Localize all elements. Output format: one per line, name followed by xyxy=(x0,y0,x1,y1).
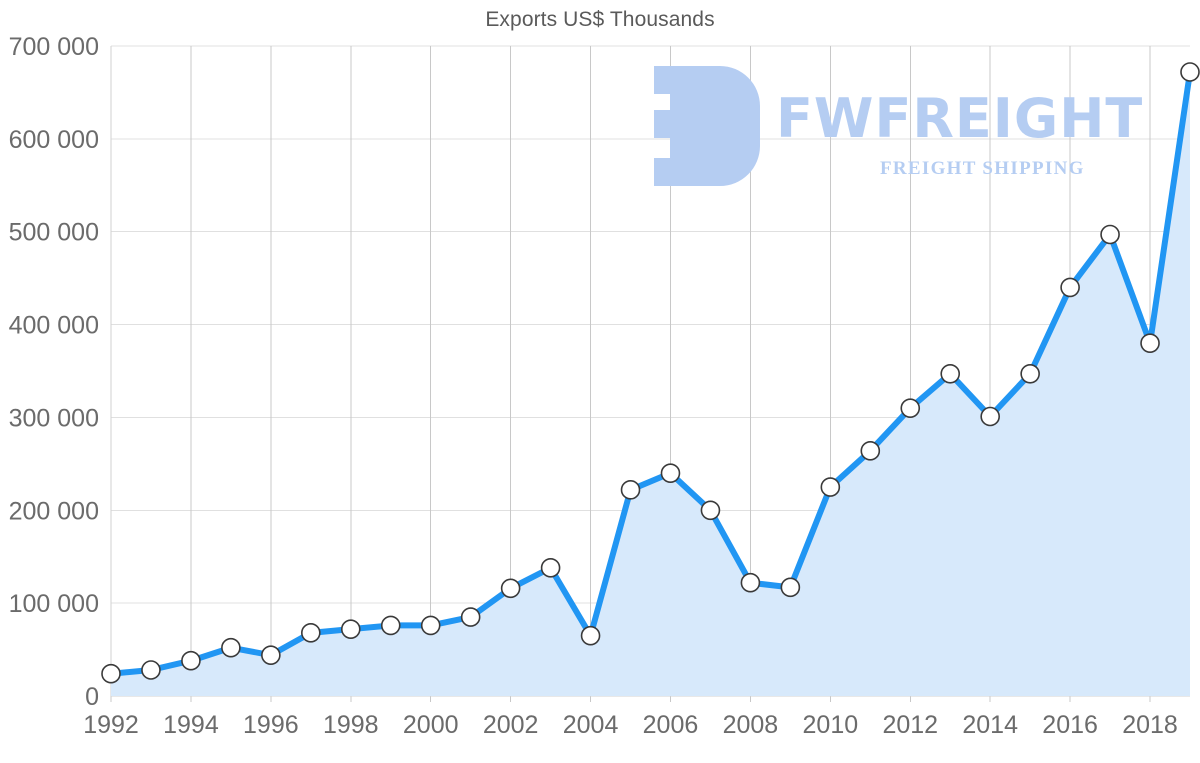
y-axis-tick-label: 600 000 xyxy=(9,126,99,154)
data-point xyxy=(340,619,361,639)
data-point xyxy=(1100,224,1120,245)
x-axis-tick-label: 2014 xyxy=(962,711,1018,739)
y-axis-tick-label: 0 xyxy=(85,683,99,711)
chart-title: Exports US$ Thousands xyxy=(485,8,715,31)
data-point xyxy=(860,441,881,461)
data-point xyxy=(101,663,121,684)
data-point xyxy=(780,577,801,598)
x-axis-tick-label: 2012 xyxy=(882,711,938,739)
x-axis-tick-label: 1992 xyxy=(83,711,139,739)
data-point xyxy=(420,615,441,636)
data-point xyxy=(1140,333,1160,353)
data-point xyxy=(141,660,161,680)
data-point xyxy=(940,363,961,384)
x-axis-tick-label: 2006 xyxy=(643,711,699,739)
x-axis-tick-label: 2010 xyxy=(803,711,859,739)
x-axis-tick-label: 2002 xyxy=(483,711,539,739)
x-axis-tick-label: 2000 xyxy=(403,711,459,739)
data-point xyxy=(1180,62,1200,82)
x-axis-tick-label: 2008 xyxy=(723,711,779,739)
y-axis-tick-label: 400 000 xyxy=(9,312,99,340)
data-point xyxy=(980,406,1000,427)
series-area-fill xyxy=(111,72,1190,696)
data-point xyxy=(380,615,401,636)
data-point xyxy=(620,480,641,500)
x-axis-tick-label: 2004 xyxy=(563,711,619,739)
series-markers xyxy=(101,62,1200,684)
data-point xyxy=(301,623,321,643)
data-point xyxy=(1060,277,1080,298)
data-point xyxy=(500,578,521,599)
y-axis-tick-label: 100 000 xyxy=(9,590,99,618)
x-axis-tick-label: 2018 xyxy=(1122,711,1178,739)
data-point xyxy=(261,645,281,665)
y-axis-tick-label: 500 000 xyxy=(9,219,99,247)
x-axis-tick-label: 1998 xyxy=(323,711,379,739)
data-point xyxy=(660,463,681,483)
y-axis-tick-label: 200 000 xyxy=(9,497,99,525)
x-axis-tick-label: 1994 xyxy=(163,711,219,739)
data-point xyxy=(740,572,761,593)
data-point xyxy=(820,477,841,497)
x-axis-labels: 1992 1994 1996 1998 2000 2002 2004 2006 2008 2010… xyxy=(83,711,1178,739)
data-point xyxy=(700,500,721,521)
series-line xyxy=(108,69,1193,677)
data-point xyxy=(580,625,601,646)
data-point xyxy=(460,607,481,627)
data-point xyxy=(181,650,201,671)
x-axis-tick-label: 2016 xyxy=(1042,711,1098,739)
data-point xyxy=(221,637,241,658)
data-point xyxy=(540,558,561,578)
data-point xyxy=(1020,363,1040,384)
y-axis-labels: 0 100 000 200 000 300 000 400 000 500 000 600 … xyxy=(9,33,99,711)
data-point xyxy=(900,398,921,418)
x-axis-tick-label: 1996 xyxy=(243,711,299,739)
y-axis-tick-label: 300 000 xyxy=(9,404,99,432)
y-axis-tick-label: 700 000 xyxy=(9,33,99,61)
